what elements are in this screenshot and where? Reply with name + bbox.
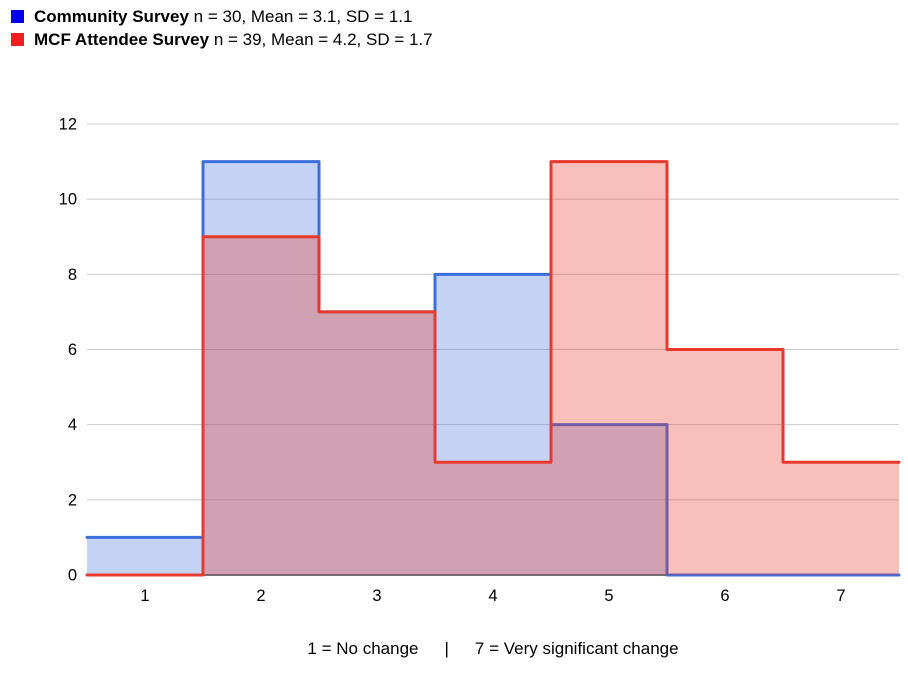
legend-series-stats: n = 39, Mean = 4.2, SD = 1.7	[213, 29, 433, 49]
series-line-0	[85, 160, 901, 577]
x-axis-caption: 1 = No change | 7 = Very significant cha…	[87, 639, 899, 659]
y-tick-label-10: 10	[59, 191, 77, 209]
x-tick-label-2: 2	[256, 587, 265, 605]
caption-separator: |	[444, 639, 449, 658]
legend-swatch-blue-icon	[11, 10, 24, 23]
x-tick-label-1: 1	[140, 587, 149, 605]
x-tick-label-5: 5	[604, 587, 613, 605]
y-tick-label-4: 4	[68, 416, 77, 434]
y-tick-label-12: 12	[59, 116, 77, 134]
x-tick-label-7: 7	[836, 587, 845, 605]
legend-series-name: Community Survey	[34, 6, 189, 26]
y-tick-label-8: 8	[68, 266, 77, 284]
legend: Community Survey n = 30, Mean = 3.1, SD …	[11, 7, 433, 49]
x-tick-label-3: 3	[372, 587, 381, 605]
x-tick-label-4: 4	[488, 587, 497, 605]
series-line-1	[85, 160, 901, 577]
caption-right-anchor: 7 = Very significant change	[474, 639, 679, 658]
legend-series-name: MCF Attendee Survey	[34, 29, 210, 49]
x-tick-label-6: 6	[720, 587, 729, 605]
legend-series-stats: n = 30, Mean = 3.1, SD = 1.1	[193, 6, 413, 26]
legend-swatch-red-icon	[11, 33, 24, 46]
y-tick-label-2: 2	[68, 491, 77, 509]
legend-item-community-survey: Community Survey n = 30, Mean = 3.1, SD …	[11, 7, 433, 26]
series-area-0	[87, 161, 899, 576]
caption-left-anchor: 1 = No change	[307, 639, 419, 658]
series-area-1	[87, 161, 899, 576]
legend-item-mcf-attendee-survey: MCF Attendee Survey n = 39, Mean = 4.2, …	[11, 30, 433, 49]
y-tick-label-6: 6	[68, 341, 77, 359]
y-tick-label-0: 0	[68, 567, 77, 585]
